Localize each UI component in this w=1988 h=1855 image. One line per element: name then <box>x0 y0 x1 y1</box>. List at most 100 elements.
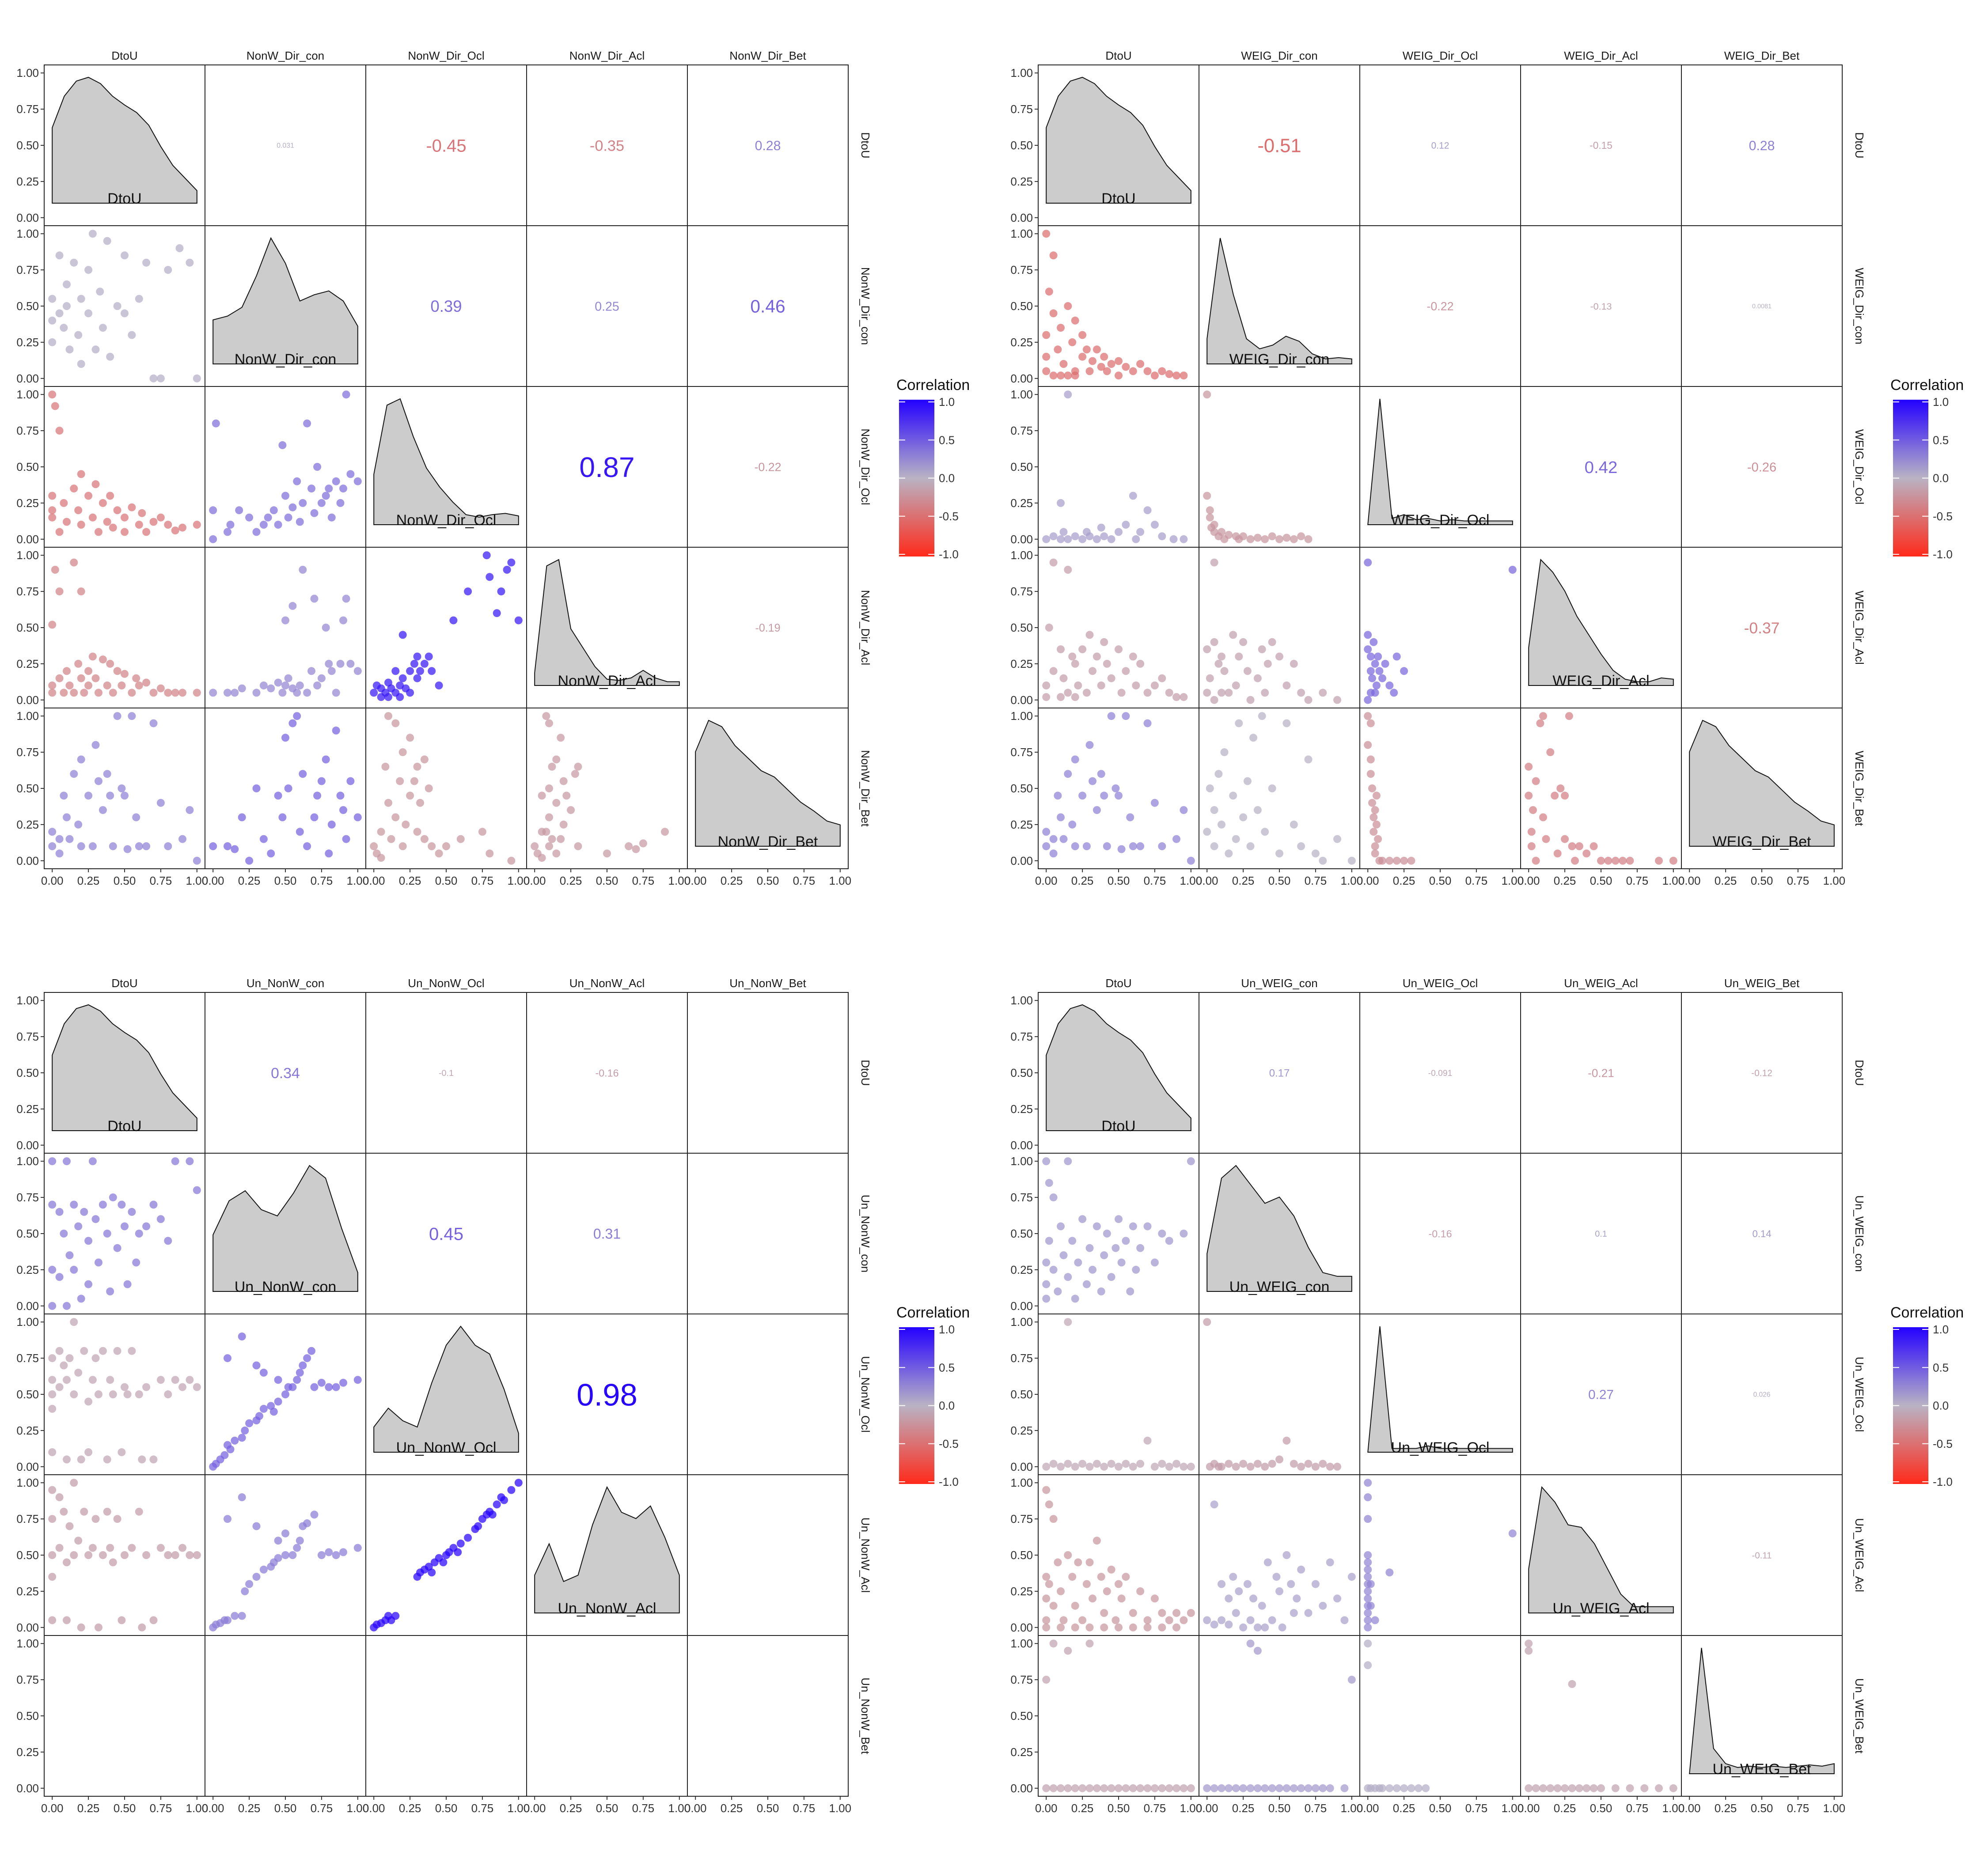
scatter-point <box>281 616 289 625</box>
scatter-point <box>123 1280 132 1288</box>
x-tick-label: 1.00 <box>1662 874 1684 887</box>
y-tick-label: 0.50 <box>16 1709 39 1722</box>
x-tick-label: 1.00 <box>668 874 690 887</box>
scatter-point <box>259 681 268 689</box>
x-tick-label: 1.00 <box>186 1802 208 1815</box>
scatter-point <box>1225 849 1233 858</box>
legend-tick-label: 0.0 <box>1933 1399 1949 1412</box>
scatter-point <box>60 1507 68 1516</box>
density-variable-label: Un_WEIG_Acl <box>1552 1600 1649 1617</box>
scatter-point <box>454 1548 462 1556</box>
scatter-point <box>1042 352 1051 361</box>
scatter-point <box>77 674 85 682</box>
scatter-point <box>1371 806 1379 814</box>
x-tick-label: 0.00 <box>41 1802 64 1815</box>
scatter-point <box>259 835 268 843</box>
scatter-point <box>1556 784 1565 792</box>
density-curve <box>1046 1004 1191 1132</box>
scatter-point <box>1132 681 1140 689</box>
scatter-point <box>193 856 201 865</box>
y-tick-label: 0.25 <box>16 1102 39 1116</box>
cell-2-3: 0.42 <box>1520 386 1682 548</box>
scatter-point <box>332 727 340 734</box>
x-tick-label: 0.75 <box>1626 1802 1649 1815</box>
scatter-point <box>1249 1594 1257 1603</box>
scatter-point <box>545 842 553 850</box>
scatter-point <box>1100 1609 1108 1617</box>
scatter-point <box>1275 1455 1283 1464</box>
scatter-point <box>1249 734 1257 742</box>
scatter-point <box>1243 667 1252 675</box>
cell-3-0 <box>44 547 205 708</box>
scatter-point <box>1064 1273 1072 1281</box>
x-tick-label: 0.50 <box>1108 874 1130 887</box>
scatter-point <box>1258 712 1266 720</box>
y-tick-label: 0.00 <box>16 1782 39 1795</box>
x-tick-label: 0.50 <box>596 1802 618 1815</box>
y-tick-label: 0.75 <box>1010 1673 1033 1686</box>
scatter-point <box>121 528 129 536</box>
scatter-point <box>209 842 217 850</box>
scatter-point <box>1187 1157 1195 1166</box>
scatter-point <box>1575 842 1583 850</box>
cell-3-3: WEIG_Dir_Acl <box>1520 547 1682 708</box>
column-strip-label: DtoU <box>111 977 137 990</box>
cell-1-1: Un_WEIG_con <box>1199 1153 1360 1314</box>
scatter-point <box>109 1390 117 1398</box>
cell-3-4: -0.37 <box>1681 547 1843 708</box>
scatter-point <box>1371 659 1379 668</box>
x-tick-label: 1.00 <box>507 1802 530 1815</box>
x-tick-label: 0.75 <box>793 1802 816 1815</box>
scatter-point <box>156 1215 165 1223</box>
legend-tick-label: 0.5 <box>939 1361 955 1374</box>
scatter-point <box>332 689 340 697</box>
scatter-point <box>274 1397 282 1406</box>
scatter-point <box>1057 1784 1065 1792</box>
y-tick-label: 0.25 <box>16 496 39 510</box>
scatter-point <box>557 734 565 742</box>
scatter-point <box>1049 1639 1058 1648</box>
scatter-point <box>48 1302 57 1310</box>
scatter-point <box>410 777 418 785</box>
scatter-point <box>1626 1784 1634 1792</box>
scatter-point <box>1180 371 1188 380</box>
scatter-point <box>1568 1784 1576 1792</box>
scatter-point <box>63 1302 71 1310</box>
scatter-point <box>1071 316 1079 325</box>
scatter-point <box>1392 856 1401 865</box>
scatter-point <box>332 1383 340 1391</box>
scatter-point <box>1225 1620 1233 1629</box>
scatter-point <box>77 842 85 850</box>
scatter-point <box>1319 1784 1327 1792</box>
x-tick-label: 1.00 <box>346 874 369 887</box>
scatter-point <box>296 828 304 836</box>
scatter-point <box>1582 1784 1591 1792</box>
scatter-point <box>224 689 231 697</box>
scatter-point <box>142 1383 151 1391</box>
y-tick-label: 0.25 <box>1010 1745 1033 1759</box>
scatter-point <box>91 674 100 682</box>
scatter-point <box>1282 719 1291 727</box>
column-strip-label: WEIG_Dir_Bet <box>1724 49 1800 62</box>
scatter-point <box>288 602 297 610</box>
scatter-point <box>1107 1273 1115 1281</box>
scatter-point <box>245 1580 254 1588</box>
scatter-point <box>1117 845 1126 853</box>
y-tick-label: 0.50 <box>1010 1388 1033 1401</box>
scatter-point <box>1093 1784 1101 1792</box>
scatter-point <box>1172 1784 1180 1792</box>
scatter-point <box>278 813 287 822</box>
scatter-point <box>1235 719 1243 727</box>
scatter-point <box>118 784 126 792</box>
scatter-point <box>65 835 74 843</box>
scatter-point <box>48 1573 57 1581</box>
scatter-point <box>1093 1222 1101 1230</box>
scatter-point <box>1049 835 1058 843</box>
scatter-point <box>1071 755 1079 764</box>
scatter-point <box>186 806 194 814</box>
scatter-point <box>135 1507 143 1516</box>
y-tick-label: 0.00 <box>16 372 39 385</box>
scatter-point <box>238 684 246 693</box>
column-strip-label: Un_WEIG_Acl <box>1564 977 1638 990</box>
scatter-point <box>156 684 165 693</box>
